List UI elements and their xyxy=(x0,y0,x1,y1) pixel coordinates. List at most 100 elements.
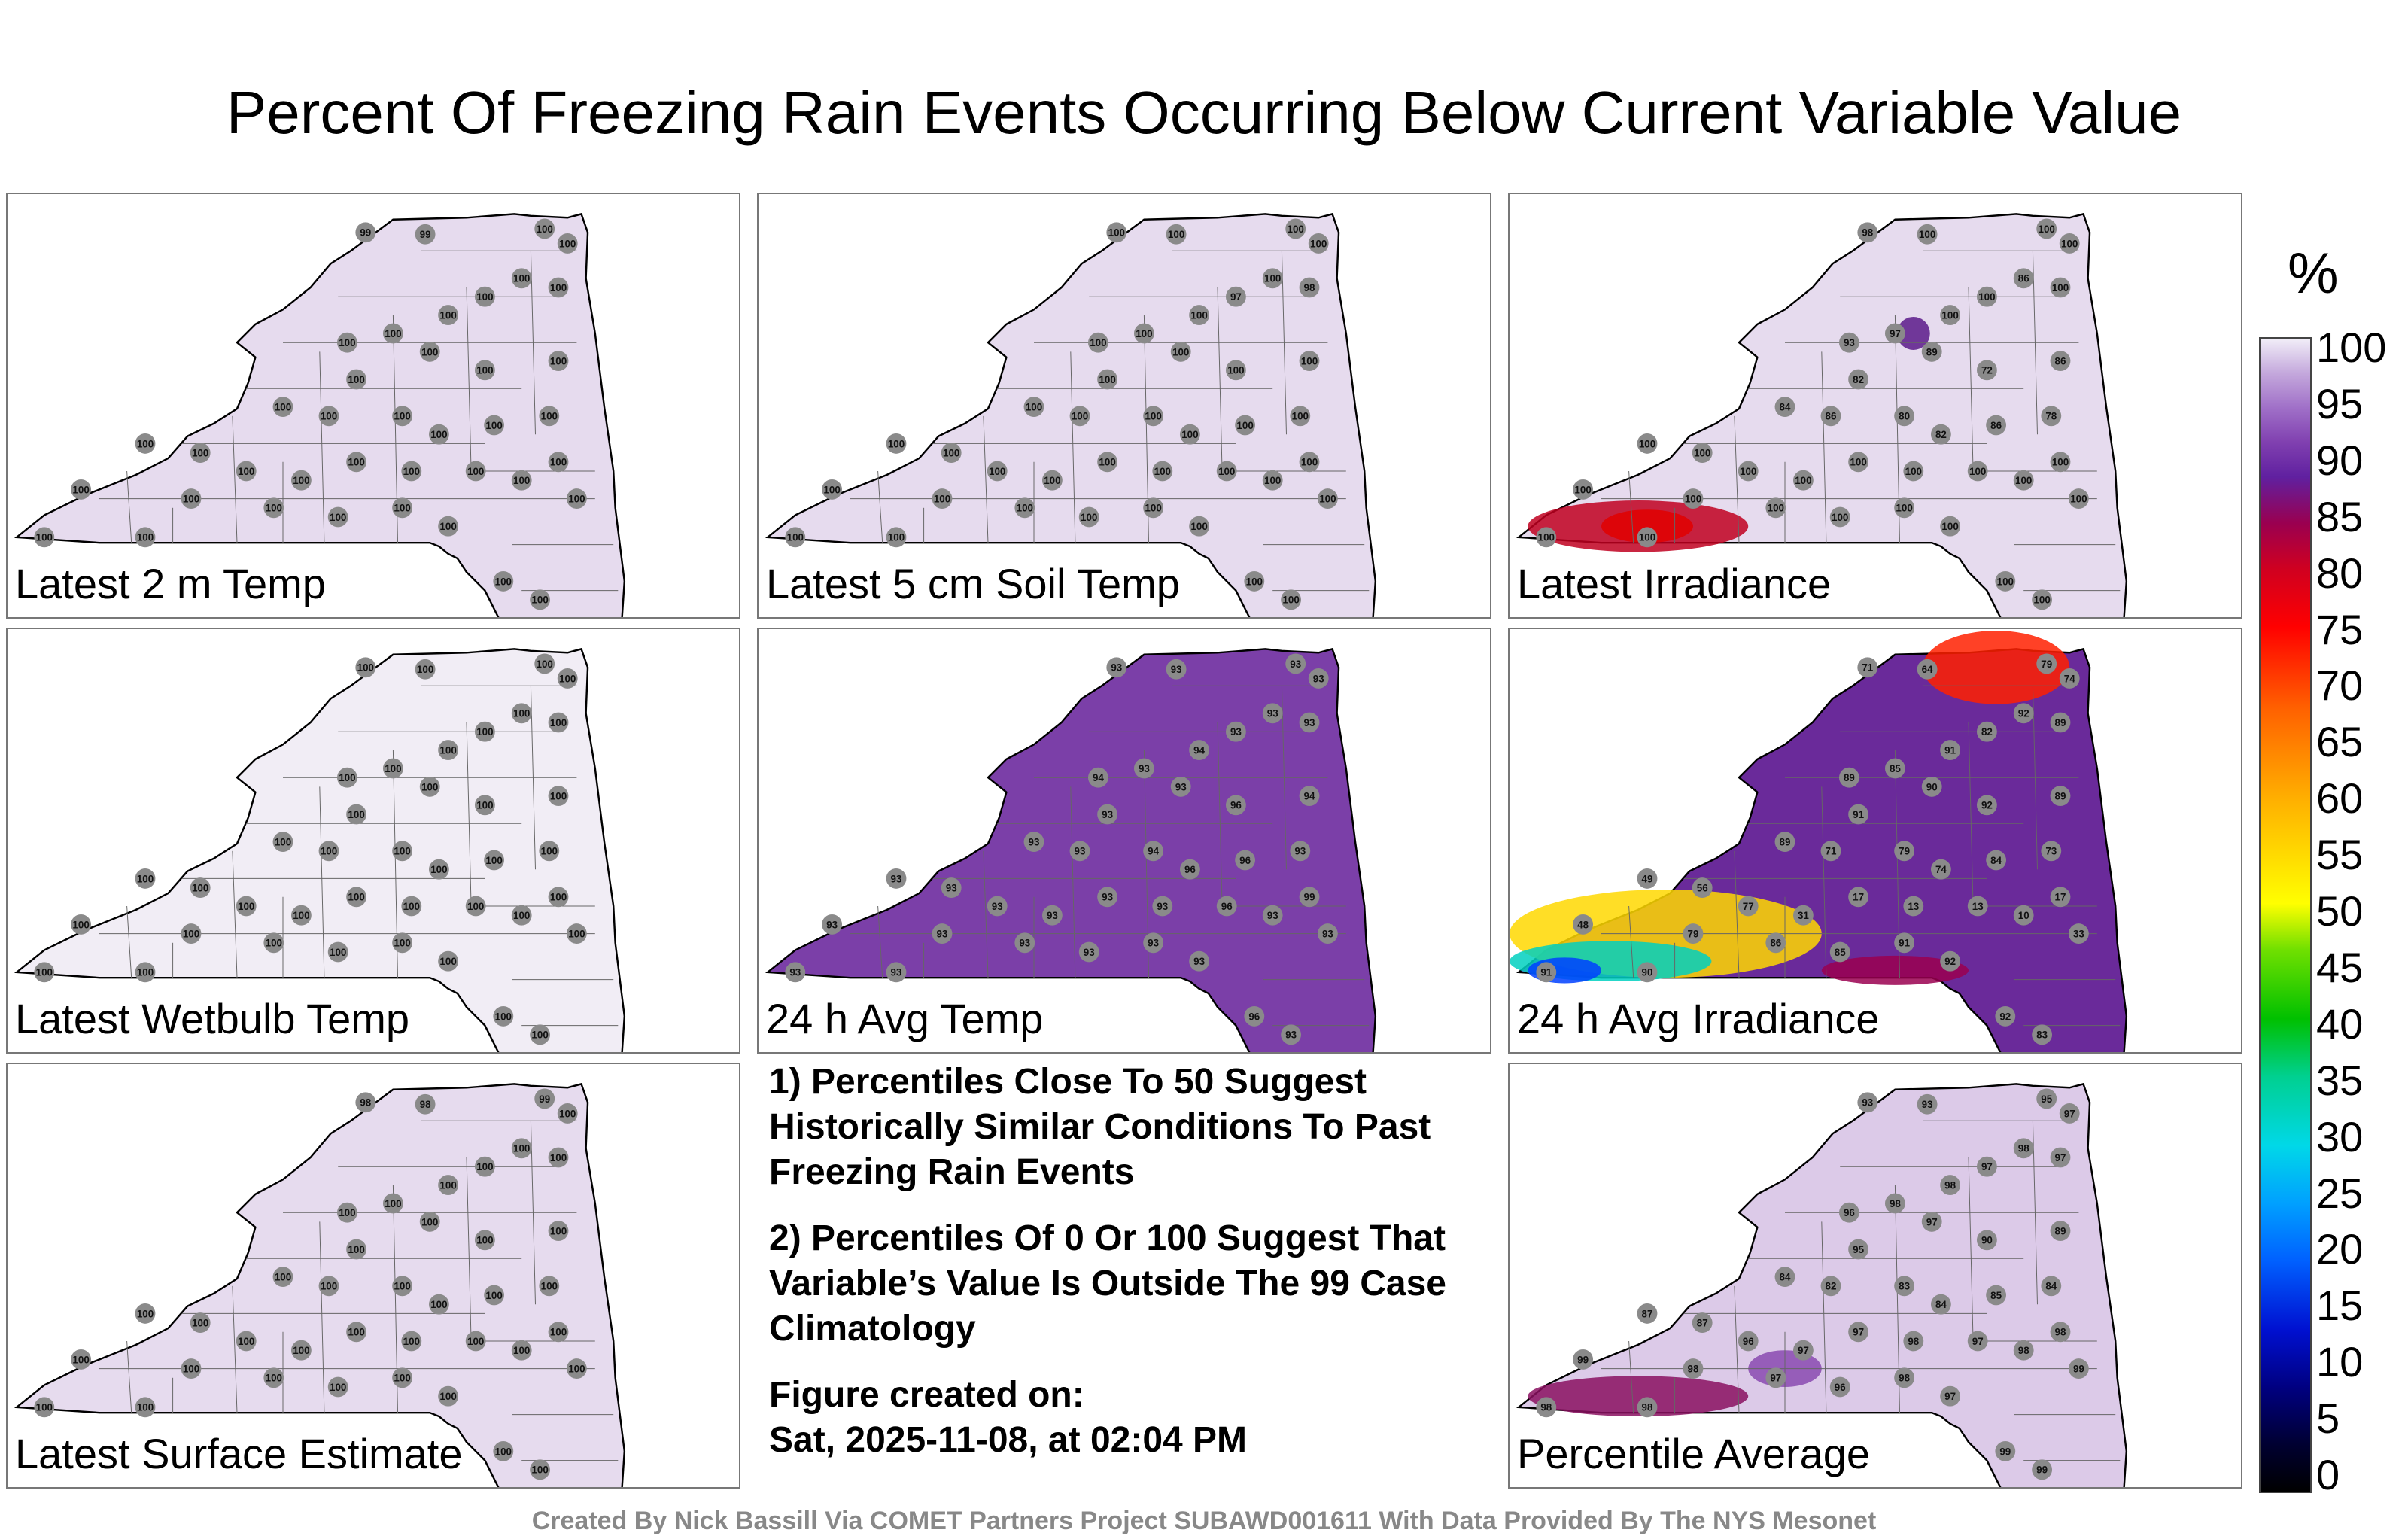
station-marker xyxy=(2068,923,2089,944)
county-line xyxy=(1968,1157,1974,1342)
station-marker xyxy=(987,461,1008,482)
station-marker xyxy=(1087,767,1108,788)
station-marker xyxy=(1189,305,1210,326)
station-value: 82 xyxy=(1935,429,1947,440)
station-value: 100 xyxy=(348,457,364,468)
station-marker xyxy=(2032,1024,2053,1045)
colorbar-tick-label: 95 xyxy=(2316,379,2364,427)
station-value: 100 xyxy=(339,772,355,783)
station-marker xyxy=(932,923,953,944)
station-marker xyxy=(1995,570,2016,592)
station-value: 100 xyxy=(275,836,291,847)
value-shading xyxy=(1821,955,1969,985)
station-value: 95 xyxy=(2041,1093,2052,1105)
station-marker xyxy=(2050,1147,2071,1168)
station-marker xyxy=(1106,657,1127,678)
station-marker xyxy=(263,1367,284,1388)
station-value: 100 xyxy=(183,493,199,504)
county-line xyxy=(1628,1340,1634,1413)
station-marker xyxy=(548,1221,569,1242)
county-line xyxy=(983,415,989,543)
station-value: 93 xyxy=(891,873,902,884)
station-marker xyxy=(1774,832,1795,853)
station-value: 83 xyxy=(2036,1030,2048,1041)
station-value: 99 xyxy=(2036,1465,2048,1476)
station-marker xyxy=(1894,406,1915,427)
colorbar-unit: % xyxy=(2288,242,2339,306)
station-marker xyxy=(1829,506,1850,528)
station-marker xyxy=(1235,415,1256,436)
colorbar-tick-label: 90 xyxy=(2316,436,2364,484)
station-marker xyxy=(1189,740,1210,761)
colorbar-tick-label: 15 xyxy=(2316,1282,2364,1330)
station-marker xyxy=(1069,406,1090,427)
created-date: Sat, 2025-11-08, at 02:04 PM xyxy=(769,1420,1248,1460)
station-marker xyxy=(484,850,505,871)
station-value: 100 xyxy=(1072,411,1088,422)
station-marker xyxy=(263,497,284,519)
station-value: 100 xyxy=(439,1179,456,1191)
station-marker xyxy=(1692,1312,1713,1334)
station-marker xyxy=(355,657,376,678)
station-marker xyxy=(1285,218,1306,239)
station-marker xyxy=(355,1092,376,1113)
station-marker xyxy=(1225,360,1246,381)
station-marker xyxy=(539,406,560,427)
station-marker xyxy=(1683,488,1704,509)
station-value: 100 xyxy=(266,503,282,514)
station-value: 33 xyxy=(2073,928,2084,939)
station-marker xyxy=(382,1193,403,1214)
station-marker xyxy=(1940,1175,1961,1196)
station-marker xyxy=(1930,859,1951,880)
station-value: 100 xyxy=(1832,512,1848,523)
county-line xyxy=(1968,287,1974,472)
station-value: 100 xyxy=(1292,411,1309,422)
station-value: 17 xyxy=(2055,892,2066,903)
station-value: 96 xyxy=(1184,864,1196,875)
station-marker xyxy=(548,277,569,298)
station-marker xyxy=(1179,424,1200,445)
station-value: 100 xyxy=(2061,238,2078,249)
station-marker xyxy=(1299,277,1320,298)
colorbar-tick-label: 75 xyxy=(2316,605,2364,653)
station-marker xyxy=(346,1322,367,1343)
station-value: 100 xyxy=(36,1402,53,1413)
station-value: 98 xyxy=(2018,1345,2029,1356)
county-line xyxy=(1734,415,1740,543)
station-value: 100 xyxy=(550,457,567,468)
station-value: 100 xyxy=(293,475,309,486)
station-value: 100 xyxy=(550,1327,567,1338)
station-marker xyxy=(2059,233,2080,254)
station-value: 89 xyxy=(1926,346,1938,357)
station-value: 100 xyxy=(823,484,840,495)
station-marker xyxy=(1536,527,1557,548)
station-marker xyxy=(1637,868,1658,889)
station-marker xyxy=(34,962,55,983)
station-marker xyxy=(1976,795,1997,816)
station-value: 93 xyxy=(1171,664,1182,675)
station-value: 100 xyxy=(1639,438,1655,449)
station-marker xyxy=(327,1376,348,1398)
station-marker xyxy=(1262,703,1283,724)
station-marker xyxy=(548,452,569,473)
station-marker xyxy=(1857,222,1878,243)
station-value: 100 xyxy=(321,846,337,857)
station-value: 79 xyxy=(1688,928,1699,939)
station-marker xyxy=(493,570,514,592)
station-marker xyxy=(557,233,578,254)
station-value: 91 xyxy=(1540,967,1552,978)
station-marker xyxy=(1573,914,1594,935)
station-value: 96 xyxy=(1835,1382,1846,1393)
station-marker xyxy=(1225,721,1246,742)
station-marker xyxy=(1917,1093,1938,1115)
station-marker xyxy=(1299,887,1320,908)
station-value: 100 xyxy=(476,800,493,811)
station-value: 100 xyxy=(238,901,254,912)
panel-label: Percentile Average xyxy=(1517,1430,1871,1477)
station-marker xyxy=(1308,233,1329,254)
station-marker xyxy=(392,1276,413,1297)
station-value: 98 xyxy=(420,1099,431,1110)
station-marker xyxy=(1299,452,1320,473)
station-marker xyxy=(1976,1230,1997,1251)
station-value: 98 xyxy=(1688,1363,1699,1374)
